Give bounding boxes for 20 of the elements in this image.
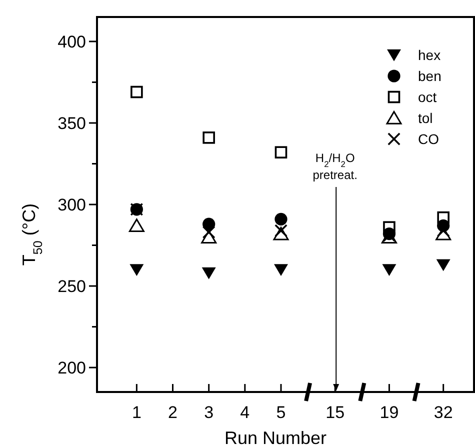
x-tick-label: 15 — [326, 403, 345, 422]
y-tick-label: 350 — [58, 114, 86, 133]
x-tick-label: 5 — [276, 403, 286, 422]
legend-label: oct — [418, 88, 437, 105]
x-tick-label: 2 — [168, 403, 178, 422]
x-tick-label: 19 — [380, 403, 399, 422]
x-tick-label: 3 — [204, 403, 214, 422]
legend-label: CO — [418, 130, 440, 147]
x-tick-label: 32 — [434, 403, 453, 422]
y-tick-label: 200 — [58, 358, 86, 378]
y-tick-label: 300 — [58, 195, 86, 214]
legend-label: ben — [418, 68, 442, 84]
legend-label: tol — [418, 110, 433, 126]
y-tick-label: 400 — [58, 32, 86, 52]
x-tick-label: 1 — [132, 403, 142, 422]
y-tick-label: 250 — [58, 276, 86, 296]
x-axis-title: Run Number — [224, 428, 327, 448]
annotation: H$_{2}$/H$_{2}$O pretreat. — [312, 151, 358, 182]
x-tick-label: 4 — [240, 403, 250, 422]
legend-label: hex — [418, 46, 441, 63]
